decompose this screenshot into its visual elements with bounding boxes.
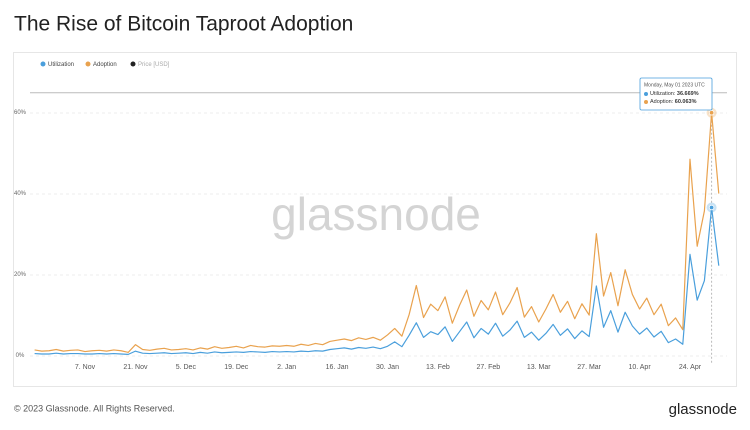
line-series [34, 206, 720, 355]
y-tick-label: 40% [14, 191, 27, 197]
highlight-point [708, 110, 715, 116]
x-tick-label: 7. Nov [75, 364, 96, 371]
tooltip-value: 36.669% [677, 91, 699, 97]
legend-label: Price [USD] [138, 62, 170, 68]
x-tick-label: 27. Feb [476, 364, 500, 371]
tooltip-row: Utilization: 36.669% [650, 91, 699, 97]
tooltip-title: Monday, May 01 2023 UTC [644, 82, 705, 88]
x-tick-label: 21. Nov [123, 364, 148, 371]
x-tick-label: 2. Jan [277, 364, 296, 371]
tooltip-marker [644, 100, 648, 104]
y-tick-label: 20% [14, 272, 27, 278]
x-tick-label: 30. Jan [376, 364, 399, 371]
line-series [34, 112, 720, 353]
tooltip-value: 60.063% [675, 99, 697, 105]
chart-frame [13, 52, 737, 387]
tooltip-box [639, 77, 713, 111]
tooltip-label: Utilization: [650, 91, 676, 97]
y-tick-label: 0% [16, 353, 25, 359]
x-tick-label: 16. Jan [326, 364, 349, 371]
x-tick-label: 19. Dec [224, 364, 249, 371]
footer-logo: glassnode [669, 401, 737, 418]
legend-label: Utilization [48, 62, 74, 68]
tooltip-row: Adoption: 60.063% [650, 99, 697, 105]
footer-copyright: © 2023 Glassnode. All Rights Reserved. [14, 403, 175, 413]
legend-marker [130, 61, 136, 67]
x-tick-label: 24. Apr [679, 364, 702, 371]
legend-label: Adoption [93, 62, 117, 68]
tooltip-marker [644, 92, 648, 96]
x-tick-label: 13. Feb [426, 364, 450, 371]
legend-marker [40, 61, 46, 67]
chart-title: The Rise of Bitcoin Taproot Adoption [14, 13, 353, 36]
x-tick-label: 13. Mar [527, 364, 551, 371]
watermark: glassnode [271, 188, 481, 240]
tooltip-label: Adoption: [650, 99, 674, 105]
highlight-point [708, 204, 715, 211]
y-tick-label: 60% [14, 110, 27, 116]
x-tick-label: 10. Apr [628, 364, 651, 371]
x-tick-label: 27. Mar [577, 364, 601, 371]
legend-marker [85, 61, 91, 67]
x-tick-label: 5. Dec [176, 364, 197, 371]
